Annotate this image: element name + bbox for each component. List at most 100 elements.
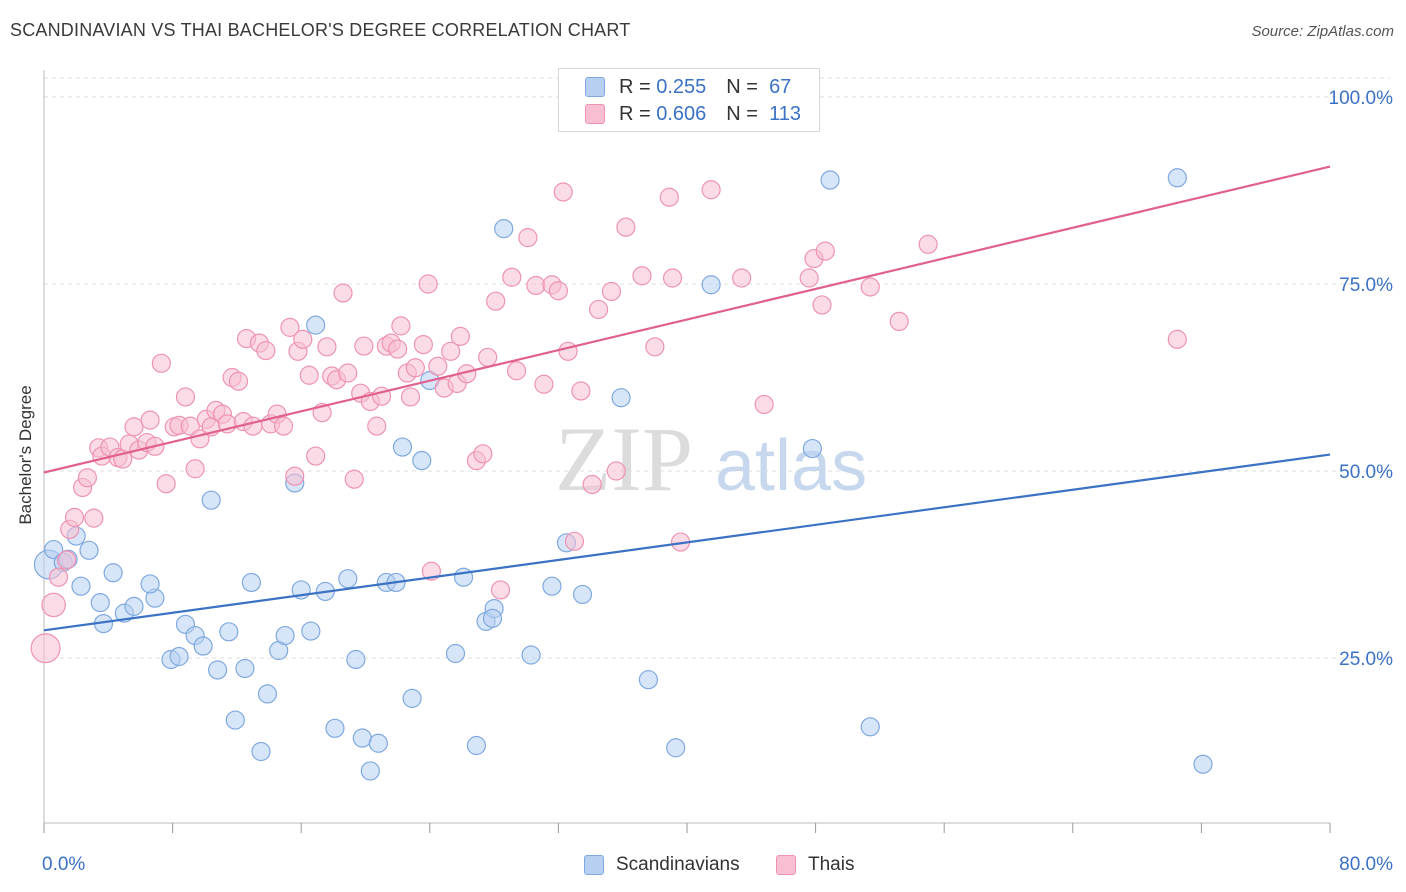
bottom-legend-label: Thais	[808, 854, 855, 875]
legend-n-label: N =	[726, 102, 758, 125]
scandinavian-point	[701, 275, 721, 295]
legend-n-label: N =	[726, 75, 758, 98]
scandinavian-point	[193, 636, 213, 656]
thai-point	[388, 339, 408, 359]
scandinavian-point	[306, 315, 326, 335]
thai-point	[502, 267, 522, 287]
thai-point	[30, 633, 61, 664]
thai-point	[632, 266, 652, 286]
thai-point	[571, 381, 591, 401]
scandinavian-point	[802, 438, 822, 459]
scandinavian-point	[402, 688, 422, 708]
y-tick-label: 75.0%	[1339, 275, 1393, 296]
scandinavian-point	[572, 584, 593, 605]
scandinavian-point	[453, 567, 474, 587]
scandinavian-point	[445, 643, 466, 664]
thai-point	[799, 268, 819, 288]
thai-point	[582, 474, 602, 495]
legend-r-label: R =	[619, 75, 651, 98]
tick-labels: 25.0% 50.0% 75.0% 100.0% 0.0% 80.0%	[42, 88, 1393, 875]
scandinavian-point	[241, 572, 261, 593]
thai-point	[84, 508, 104, 528]
scandinavian-point	[521, 645, 541, 665]
thai-point	[48, 567, 69, 587]
thai-point	[243, 416, 263, 436]
scandinavian-point	[820, 170, 840, 190]
bottom-legend-swatch-blue	[584, 855, 604, 875]
thai-point	[124, 417, 144, 437]
chart-title: SCANDINAVIAN VS THAI BACHELOR'S DEGREE C…	[10, 20, 631, 40]
thai-trend-line	[43, 165, 1331, 474]
thai-point	[526, 275, 546, 296]
scandinavian-point	[140, 574, 160, 594]
thai-point	[140, 410, 160, 430]
legend-swatch-pink	[585, 104, 605, 124]
scandinavian-point	[169, 646, 189, 667]
scandinavian-point	[257, 684, 278, 704]
scandinavian-point	[494, 219, 514, 239]
scandinavian-point	[219, 622, 239, 642]
legend-r-label: R =	[619, 102, 651, 125]
thai-point	[1167, 329, 1187, 349]
scandinavian-point	[482, 608, 503, 628]
thai-point	[645, 337, 665, 357]
thai-point	[815, 241, 835, 261]
thai-point	[754, 394, 774, 415]
thai-point	[185, 459, 205, 479]
scandinavian-point	[301, 621, 321, 641]
thai-point	[518, 228, 538, 248]
thai-point	[441, 341, 461, 361]
scandinavian-point	[201, 490, 221, 510]
thai-point	[701, 180, 721, 200]
scandinavian-point	[542, 576, 562, 596]
thai-point	[41, 592, 66, 618]
y-tick-label: 100.0%	[1329, 88, 1394, 109]
thai-point	[228, 371, 249, 391]
thai-point	[256, 340, 276, 361]
thai-point	[317, 337, 337, 357]
thai-point	[428, 356, 448, 376]
scandinavian-point	[1167, 168, 1187, 188]
thai-point	[418, 274, 438, 294]
thai-point	[64, 507, 85, 527]
scandinavian-point	[235, 658, 255, 679]
legend-row-thais: R = 0.606 N = 113	[585, 102, 801, 126]
scandinavian-point	[275, 625, 295, 646]
thai-point	[548, 281, 569, 301]
scandinavian-point	[103, 563, 123, 583]
x-tick-label-min: 0.0%	[42, 854, 85, 875]
watermark-zip: ZIP	[555, 408, 693, 510]
bottom-legend-swatch-pink	[776, 855, 796, 875]
thai-point	[450, 326, 470, 346]
thai-point	[280, 317, 300, 337]
thai-point	[400, 387, 421, 407]
axes	[43, 70, 1331, 833]
thai-point	[354, 336, 374, 356]
scandinavian-point	[860, 717, 880, 737]
thai-point	[344, 469, 364, 489]
thai-point	[507, 361, 527, 381]
thai-point	[478, 347, 498, 367]
thai-point	[413, 334, 433, 355]
thai-point	[534, 374, 554, 394]
y-tick-label: 25.0%	[1339, 649, 1393, 670]
legend-row-scandinavians: R = 0.255 N = 67	[585, 75, 791, 99]
thai-point	[175, 387, 196, 407]
scandinavian-point	[352, 728, 372, 748]
thai-point	[77, 468, 98, 488]
scandinavian-trend-line	[43, 453, 1331, 632]
legend-n-value: 67	[769, 75, 792, 98]
scandinavian-point	[611, 388, 631, 408]
scandinavian-point	[392, 437, 413, 457]
scandinavian-point	[1193, 754, 1213, 774]
bottom-legend-label: Scandinavians	[616, 854, 740, 875]
thai-point	[889, 311, 909, 331]
legend-n-value: 113	[769, 102, 801, 125]
x-tick-label-max: 80.0%	[1339, 854, 1393, 875]
thai-point	[558, 341, 578, 361]
stats-legend: R = 0.255 N = 67 R = 0.606 N = 113	[558, 68, 820, 132]
scandinavian-point	[225, 710, 245, 730]
thai-point	[606, 461, 626, 481]
scandinavian-point	[338, 569, 358, 589]
